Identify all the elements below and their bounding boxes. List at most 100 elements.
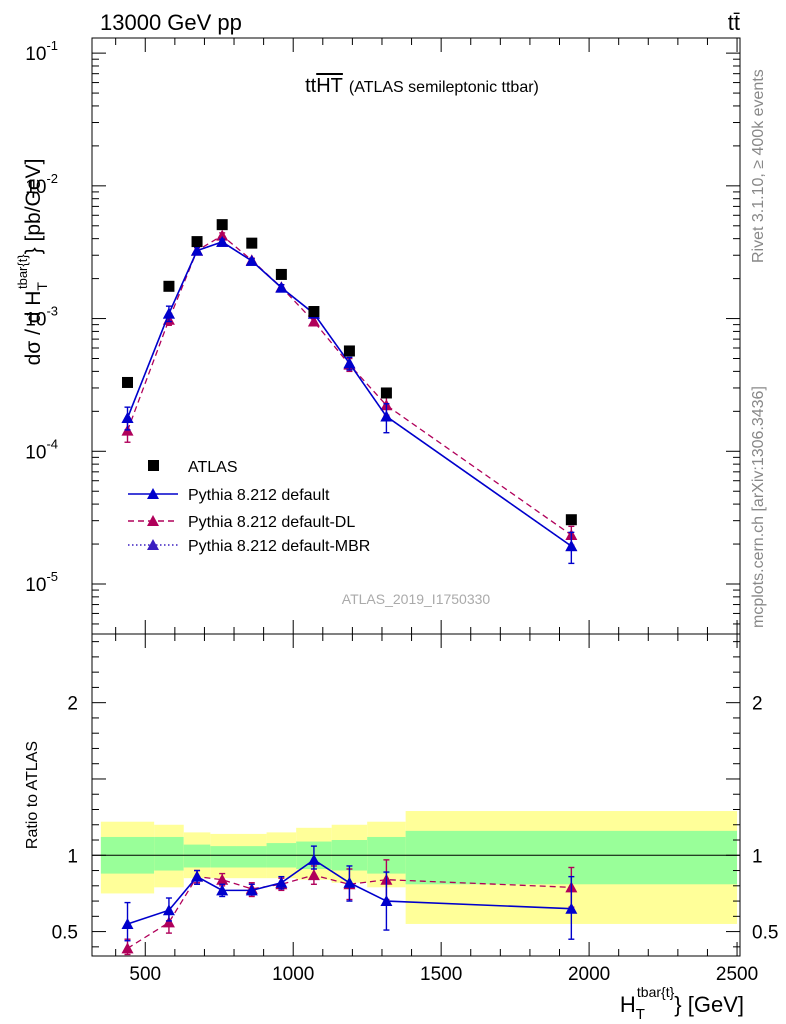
default-dl-ratio-series-point xyxy=(216,873,229,885)
rivet-label: Rivet 3.1.10, ≥ 400k events xyxy=(750,69,767,263)
legend-marker-atlas xyxy=(148,460,159,471)
x-tick-label: 2000 xyxy=(568,964,610,985)
y-tick-base: 10 xyxy=(25,310,46,331)
ratio-band-green xyxy=(183,844,211,868)
default-dl-ratio-series-point xyxy=(162,916,175,928)
legend-label: ATLAS xyxy=(188,459,238,476)
x-tick-label: 500 xyxy=(129,964,161,985)
atlas-data-point xyxy=(122,376,134,388)
default-series-point xyxy=(275,281,288,293)
xlabel-main: H xyxy=(620,992,636,1017)
y-tick-label: 10-1 xyxy=(25,38,58,65)
y-tick-base: 10 xyxy=(25,442,46,463)
y-tick-label: 10-5 xyxy=(25,569,58,596)
legend: ATLAS Pythia 8.212 default Pythia 8.212 de… xyxy=(128,459,370,555)
default-dl-ratio-series-point xyxy=(307,869,320,881)
xlabel-end: } [GeV] xyxy=(674,992,744,1017)
default-ratio-series-point xyxy=(191,870,204,882)
default-dl-series-point xyxy=(216,229,229,241)
atlas-data-point xyxy=(380,387,392,399)
y-tick-base: 10 xyxy=(25,575,46,596)
ylabel-sub: T xyxy=(34,282,50,291)
y-tick-exp: -3 xyxy=(46,304,58,319)
default-ratio-series-point xyxy=(245,884,258,896)
default-dl-ratio-series-point xyxy=(121,942,134,954)
ratio-y-tick-label: 0.5 xyxy=(52,923,78,944)
atlas-data-point xyxy=(275,268,287,280)
atlas-data-point xyxy=(216,219,228,231)
y-axis-label: dσ / d HTtbar{t}} [pb/GeV] xyxy=(15,159,50,366)
y-tick-exp: -1 xyxy=(46,38,58,53)
default-series-point xyxy=(121,412,134,424)
ratio-y-tick-label: 2 xyxy=(67,694,78,715)
ratio-y-tick-label: 1 xyxy=(67,846,78,867)
legend-label: Pythia 8.212 default xyxy=(188,487,330,504)
default-ratio-series-point xyxy=(380,895,393,907)
ylabel-end: } [pb/GeV] xyxy=(22,159,45,255)
x-tick-label: 2500 xyxy=(716,964,758,985)
ratio-y-tick-label-right: 1 xyxy=(752,846,763,867)
default-series-point xyxy=(343,357,356,369)
y-tick-exp: -4 xyxy=(46,436,58,451)
ratio-y-axis-label: Ratio to ATLAS xyxy=(24,741,41,849)
default-ratio-series-point xyxy=(216,884,229,896)
y-tick-label: 10-4 xyxy=(25,436,58,463)
default-ratio-series-point xyxy=(275,876,288,888)
default-dl-series-point xyxy=(307,315,320,327)
atlas-data-point xyxy=(343,345,355,357)
y-tick-exp: -2 xyxy=(46,171,58,186)
atlas-data-point xyxy=(163,280,175,292)
y-tick-label: 10-3 xyxy=(25,304,58,331)
ratio-y-tick-label-right: 0.5 xyxy=(752,923,778,944)
default-series-point xyxy=(162,307,175,319)
legend-marker xyxy=(147,515,159,526)
y-tick-exp: -5 xyxy=(46,569,58,584)
ratio-y-tick-label-right: 2 xyxy=(752,694,763,715)
ratio-band-green xyxy=(154,836,184,871)
legend-marker xyxy=(147,539,159,550)
default-series-point xyxy=(245,254,258,266)
default-ratio-series-point xyxy=(121,917,134,929)
legend-label: Pythia 8.212 default-MBR xyxy=(188,538,370,555)
ratio-frame xyxy=(91,633,741,957)
default-series-point xyxy=(191,244,204,256)
default-ratio-series-point xyxy=(162,904,175,916)
ratio-band-green xyxy=(210,846,237,868)
atlas-data-point xyxy=(565,514,577,526)
default-series-point xyxy=(216,235,229,247)
y-tick-label: 10-2 xyxy=(25,171,58,198)
default-series-point xyxy=(565,540,578,552)
mcplots-label: mcplots.cern.ch [arXiv:1306.3436] xyxy=(750,386,767,628)
default-ratio-series-line xyxy=(127,858,572,925)
y-tick-base: 10 xyxy=(25,44,46,65)
default-ratio-series-point xyxy=(343,876,356,888)
default-ratio-series-point xyxy=(565,902,578,914)
atlas-data-point xyxy=(246,237,258,249)
default-ratio-series-point xyxy=(307,853,320,865)
default-series-point xyxy=(380,410,393,422)
main-title: ttHT (ATLAS semileptonic ttbar) xyxy=(305,75,539,97)
title-main: tt xyxy=(305,75,317,97)
ratio-panel: 500 1000 1500 2000 2500 0.5 0.5 1 1 2 2 xyxy=(52,633,778,985)
x-tick-label: 1000 xyxy=(272,964,314,985)
x-axis-label: HTtbar{t}} [GeV] xyxy=(620,984,744,1023)
ylabel-sup: tbar{t} xyxy=(15,254,30,289)
header-right-label: tt̄ xyxy=(728,10,740,35)
watermark-label: ATLAS_2019_I1750330 xyxy=(342,591,491,607)
legend-marker xyxy=(147,488,159,499)
ylabel-main: dσ / d H xyxy=(22,291,45,366)
atlas-data-point xyxy=(191,236,203,248)
ratio-band-green xyxy=(236,846,267,868)
xlabel-sup: tbar{t} xyxy=(637,984,675,1000)
default-series-line xyxy=(126,241,572,547)
xlabel-sub: T xyxy=(636,1006,645,1023)
legend-label: Pythia 8.212 default-DL xyxy=(188,514,355,531)
header-left-label: 13000 GeV pp xyxy=(100,10,242,35)
atlas-data-point xyxy=(308,306,320,318)
title-overline: HT xyxy=(316,75,343,97)
title-rest: (ATLAS semileptonic ttbar) xyxy=(349,79,539,96)
x-tick-label: 1500 xyxy=(420,964,462,985)
y-tick-base: 10 xyxy=(25,177,46,198)
